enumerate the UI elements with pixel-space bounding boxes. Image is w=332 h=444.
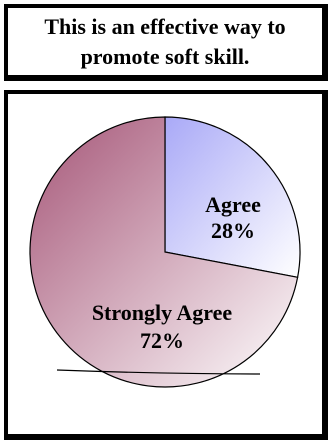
chart-area: Agree 28% Strongly Agree 72% [4, 90, 328, 440]
slice-label-strongly-agree: Strongly Agree [92, 300, 233, 325]
slice-value-strongly-agree: 72% [140, 328, 184, 353]
slice-label-agree: Agree [205, 192, 261, 217]
pie-rim [56, 369, 261, 375]
slice-value-agree: 28% [211, 218, 255, 243]
pie-slice-strongly-agree [29, 116, 299, 388]
chart-title: This is an effective way to promote soft… [44, 13, 286, 69]
pie-slice-agree [164, 116, 301, 278]
chart-title-box: This is an effective way to promote soft… [4, 4, 328, 81]
